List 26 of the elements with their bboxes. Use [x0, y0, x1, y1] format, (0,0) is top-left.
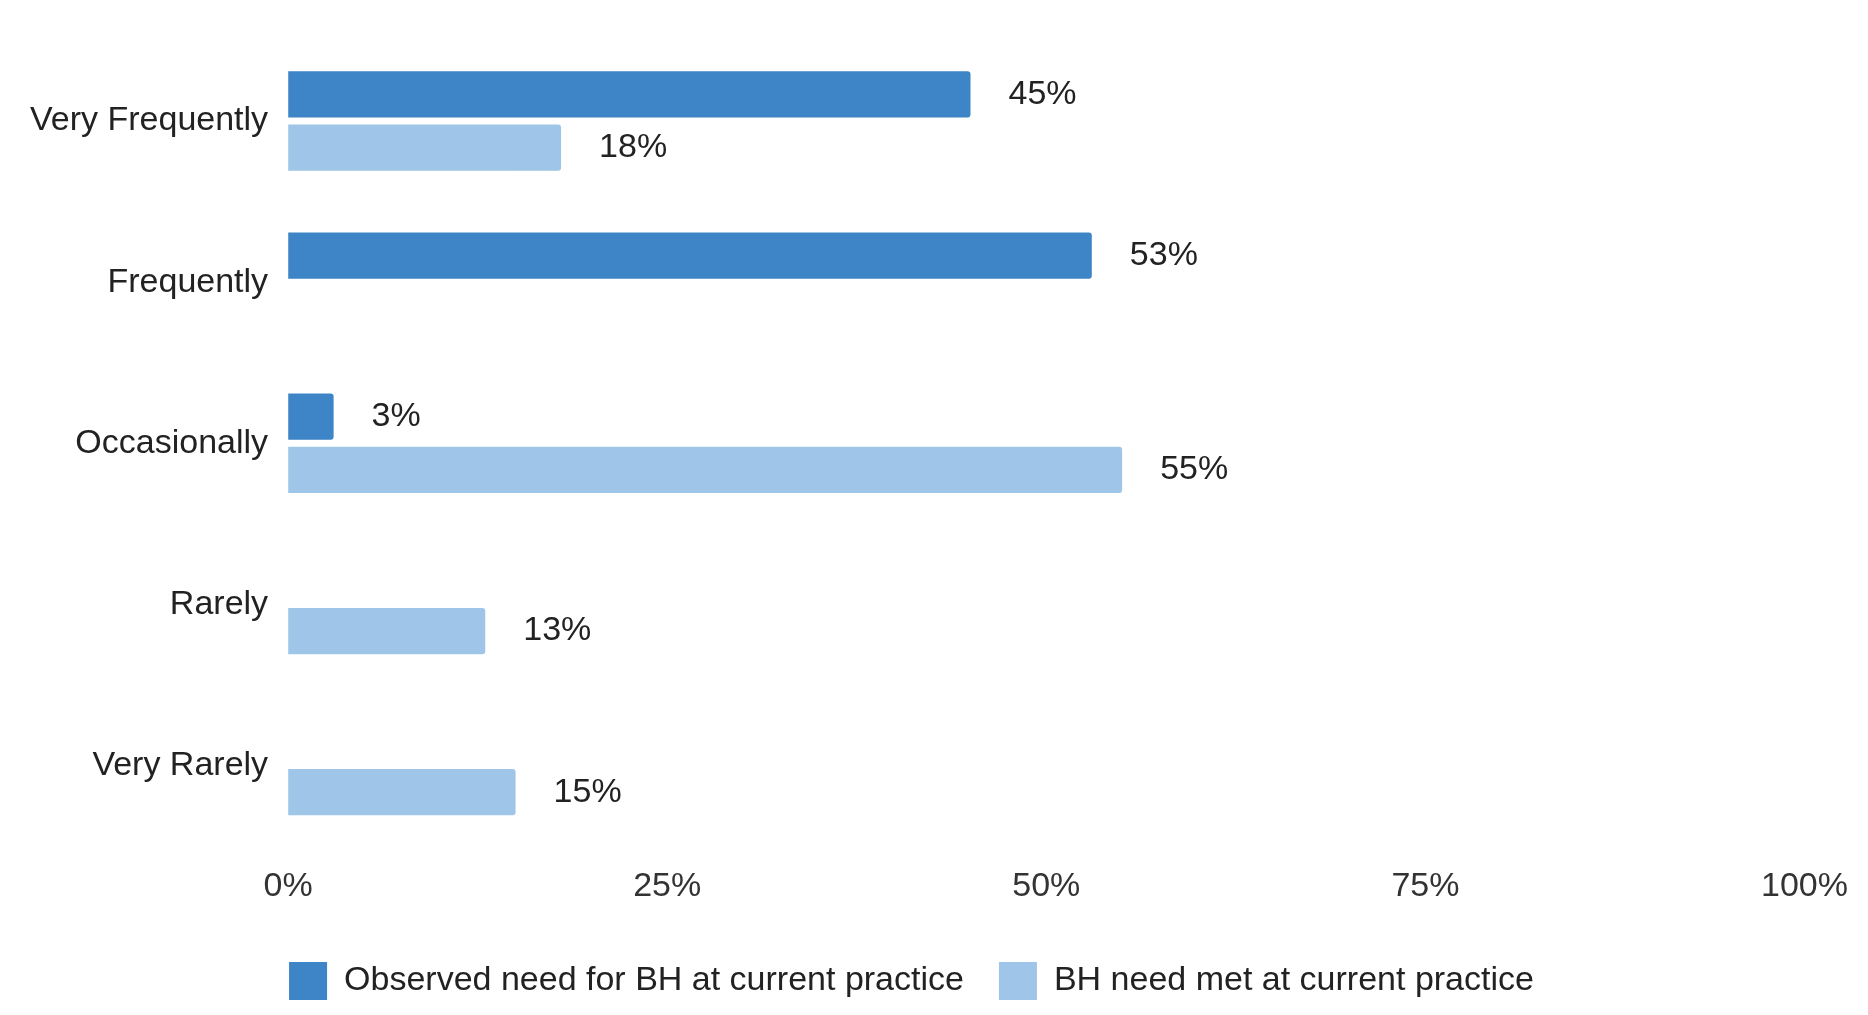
y-tick-label: Very Rarely: [92, 743, 269, 782]
legend-label: BH need met at current practice: [1053, 959, 1534, 998]
x-tick-label: 50%: [1012, 864, 1081, 903]
x-tick-label: 75%: [1391, 864, 1460, 903]
bar: [288, 393, 334, 440]
y-tick-label: Rarely: [169, 582, 269, 621]
y-tick-label: Occasionally: [75, 421, 269, 460]
bar: [288, 446, 1123, 494]
bar: [288, 71, 971, 118]
x-tick-label: 25%: [633, 864, 702, 903]
y-tick-label: Frequently: [107, 260, 269, 299]
data-label: 3%: [371, 395, 421, 434]
data-label: 53%: [1129, 233, 1198, 272]
data-label: 45%: [1008, 72, 1077, 111]
bar: [288, 607, 486, 655]
legend-label: Observed need for BH at current practice: [344, 959, 964, 998]
y-tick-label: Very Frequently: [29, 99, 269, 138]
bar: [288, 232, 1092, 279]
x-tick-label: 100%: [1761, 864, 1848, 903]
bar: [288, 124, 562, 171]
data-label: 55%: [1160, 448, 1229, 487]
bar: [288, 769, 516, 816]
data-label: 18%: [599, 125, 668, 164]
data-label: 13%: [523, 609, 592, 648]
data-label: 15%: [553, 770, 622, 809]
x-tick-label: 0%: [263, 864, 313, 903]
